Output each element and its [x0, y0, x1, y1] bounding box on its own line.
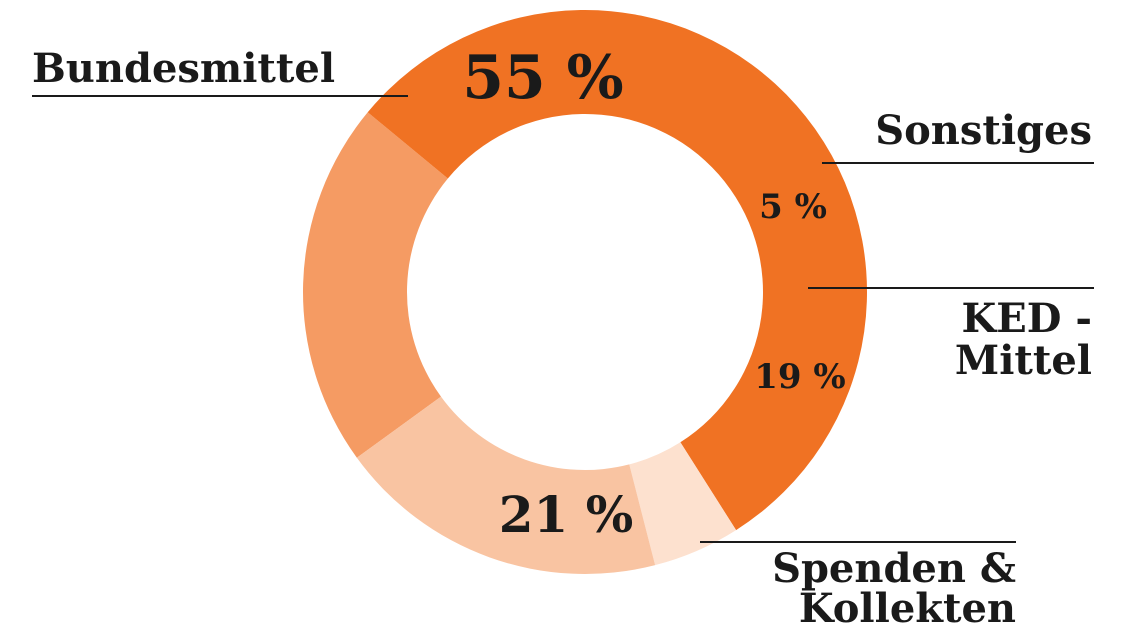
slice-category-labels: Bundesmittel Sonstiges KED -Mittel Spenden … — [32, 45, 1094, 632]
slice-category-label-line: KED - — [962, 295, 1092, 342]
slice-value-label: 55 % — [462, 43, 623, 113]
slice-category-label: Bundesmittel — [32, 45, 335, 92]
donut-slice-bundesmittel — [367, 9, 868, 531]
slice-category-label-line: Spenden & — [772, 545, 1016, 592]
slice-value-label: 21 % — [499, 485, 634, 544]
slice-value-labels: 55 % 5 % 19 % 21 % — [462, 43, 845, 544]
slice-value-label: 19 % — [754, 357, 845, 397]
slice-category-label: Sonstiges — [875, 107, 1092, 154]
donut-slices — [303, 9, 868, 574]
slice-value-label: 5 % — [759, 187, 827, 227]
donut-slice-spenden-kollekten — [303, 112, 448, 458]
slice-category-label-line: Bundesmittel — [32, 45, 335, 92]
slice-category-label: KED -Mittel — [955, 295, 1092, 384]
slice-category-label-line: Kollekten — [799, 585, 1016, 632]
slice-category-label-line: Mittel — [955, 337, 1092, 384]
donut-slice-sonstiges — [629, 442, 737, 566]
slice-category-label: Spenden & Kollekten — [772, 545, 1016, 632]
slice-category-label-line: Sonstiges — [875, 107, 1092, 154]
donut-slice-ked-mittel — [356, 396, 656, 574]
